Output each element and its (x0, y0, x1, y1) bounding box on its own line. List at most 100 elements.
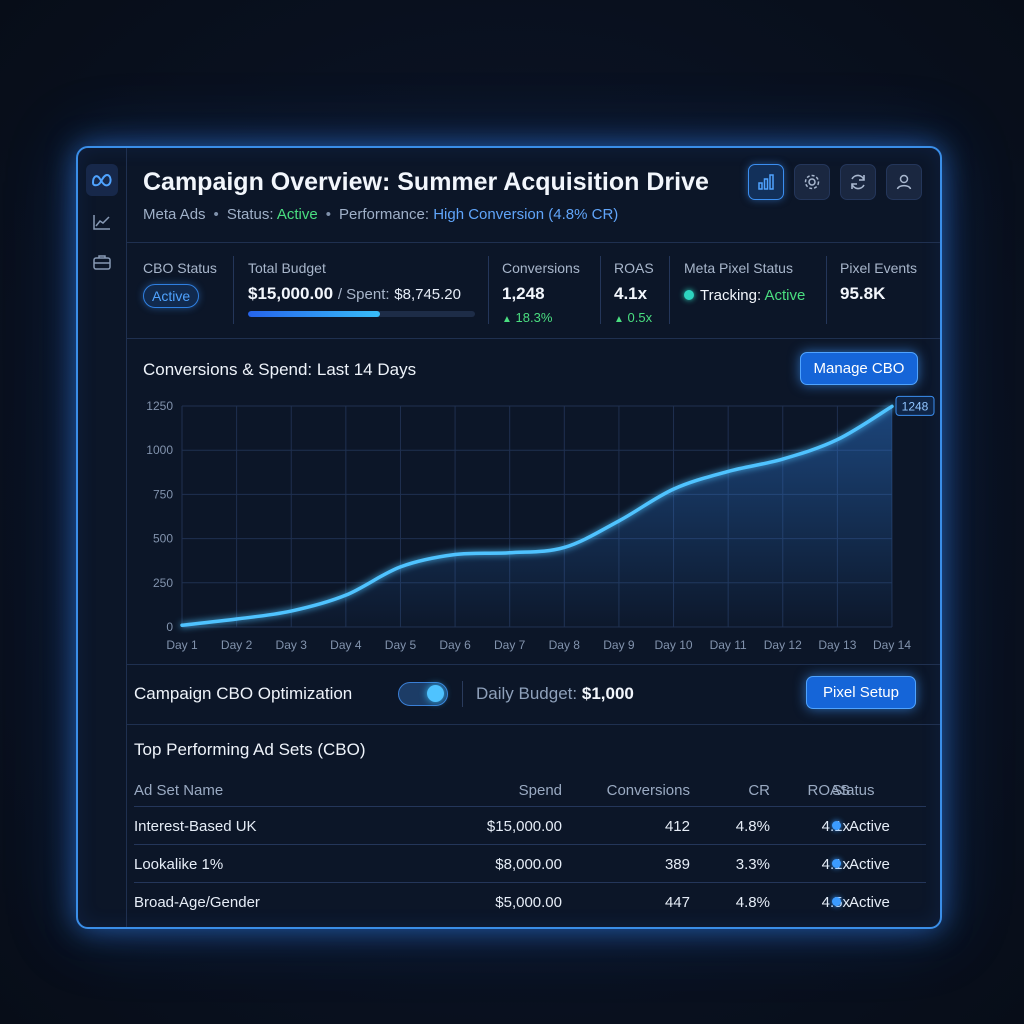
conversions-stat: Conversions 1,248 ▲ 18.3% (502, 242, 602, 338)
spent-value: $8,745.20 (394, 286, 461, 303)
total-budget-value: $15,000.00 / Spent: $8,745.20 (248, 284, 461, 304)
bar-chart-icon (758, 174, 774, 190)
divider (826, 256, 827, 324)
profile-button[interactable] (886, 164, 922, 200)
performance-label: Performance: (338, 206, 430, 223)
refresh-icon (851, 174, 865, 190)
table-cell-name[interactable]: Interest-Based UK (134, 818, 257, 835)
column-header-spend[interactable]: Spend (518, 782, 562, 799)
cbo-optimization-label: Campaign CBO Optimization (134, 684, 353, 703)
main-area: Campaign Overview: Summer Acquisition Dr… (126, 148, 940, 927)
budget-amount: $15,000.00 (248, 284, 334, 303)
y-tick-label: 750 (153, 487, 173, 501)
table-cell-conversions: 389 (664, 856, 690, 873)
user-icon (896, 174, 912, 190)
status-dot-icon (832, 821, 841, 830)
table-cell-cr: 3.3% (735, 856, 770, 873)
x-tick-label: Day 4 (330, 638, 362, 652)
y-tick-label: 1000 (146, 443, 173, 457)
status-text: Active (849, 856, 890, 873)
table-cell-name[interactable]: Broad-Age/Gender (134, 894, 260, 911)
total-budget-label: Total Budget (248, 260, 326, 276)
roas-label: ROAS (614, 260, 654, 276)
end-value-box (895, 395, 935, 416)
side-rail (78, 148, 127, 927)
up-arrow-icon: ▲ (614, 314, 624, 325)
cbo-status-badge: Active (143, 284, 200, 308)
divider (488, 256, 489, 324)
column-header-roas[interactable]: ROAS (807, 782, 850, 799)
y-tick-label: 250 (153, 576, 173, 590)
end-value-label: 1248 (895, 395, 935, 416)
table-cell-status: Active (832, 894, 890, 911)
budget-progress-fill (248, 311, 381, 317)
x-tick-label: Day 1 (166, 638, 198, 652)
column-header-cr[interactable]: CR (748, 782, 770, 799)
x-tick-label: Day 5 (385, 638, 417, 652)
x-tick-label: Day 3 (276, 638, 308, 652)
x-tick-label: Day 10 (655, 638, 693, 652)
briefcase-icon[interactable] (86, 246, 118, 278)
bar-chart-button[interactable] (748, 164, 784, 200)
stats-row: CBO Status Active Total Budget $15,000.0… (126, 242, 940, 339)
trend-chart-icon[interactable] (86, 206, 118, 238)
chart-section: Conversions & Spend: Last 14 Days Manage… (126, 338, 940, 665)
table-cell-conversions: 447 (664, 894, 690, 911)
cbo-status-label: CBO Status (143, 260, 217, 276)
pixel-setup-button[interactable]: Pixel Setup (806, 676, 916, 709)
row-divider (134, 882, 926, 883)
manage-cbo-button[interactable]: Manage CBO (800, 352, 918, 385)
pixel-status-label: Meta Pixel Status (684, 260, 793, 276)
gear-icon (804, 174, 820, 190)
total-budget-stat: Total Budget $15,000.00 / Spent: $8,745.… (248, 242, 486, 338)
refresh-button[interactable] (840, 164, 876, 200)
daily-budget-value: $1,000 (581, 684, 634, 703)
toggle-knob (427, 685, 444, 702)
x-tick-label: Day 11 (710, 638, 747, 652)
y-tick-label: 1250 (146, 399, 173, 413)
pixel-events-value: 95.8K (840, 284, 886, 303)
divider (669, 256, 670, 324)
x-tick-label: Day 9 (603, 638, 635, 652)
roas-delta: ▲ 0.5x (614, 310, 652, 325)
table-cell-spend: $8,000.00 (495, 856, 562, 873)
meta-logo-icon[interactable] (86, 164, 118, 196)
divider (233, 256, 234, 324)
table-cell-cr: 4.8% (735, 894, 770, 911)
pixel-events-label: Pixel Events (840, 260, 918, 276)
status-text: Active (849, 818, 890, 835)
x-tick-label: Day 12 (764, 638, 802, 652)
table-cell-status: Active (832, 818, 890, 835)
separator-dot: • (213, 206, 219, 223)
conversions-value: 1,248 (502, 284, 545, 303)
optimization-row: Campaign CBO Optimization Daily Budget: … (126, 664, 940, 725)
table-cell-cr: 4.8% (735, 818, 770, 835)
table-cell-spend: $15,000.00 (486, 818, 562, 835)
settings-button[interactable] (794, 164, 830, 200)
column-header-name[interactable]: Ad Set Name (134, 782, 224, 799)
daily-budget-label: Daily Budget: (476, 684, 578, 703)
conversions-delta: ▲ 18.3% (502, 310, 552, 325)
x-tick-label: Day 7 (494, 638, 526, 652)
y-tick-label: 500 (153, 532, 173, 546)
x-tick-label: Day 8 (549, 638, 581, 652)
pixel-status-stat: Meta Pixel Status Tracking: Active (684, 242, 824, 338)
status-dot-icon (832, 897, 841, 906)
pixel-events-stat: Pixel Events 95.8K (840, 242, 930, 338)
spent-label: / Spent: (337, 286, 390, 303)
x-tick-label: Day 14 (873, 638, 911, 652)
row-divider (134, 844, 926, 845)
chart-title: Conversions & Spend: Last 14 Days (143, 360, 417, 379)
cbo-optimization-toggle[interactable] (398, 682, 448, 706)
column-header-status[interactable]: Status (832, 782, 875, 799)
end-value-text: 1248 (902, 399, 929, 413)
area-fill (182, 406, 892, 627)
status-dot-icon (832, 859, 841, 868)
performance-value: High Conversion (4.8% CR) (433, 206, 619, 223)
budget-progress-bar (248, 311, 475, 317)
column-header-conversions[interactable]: Conversions (606, 782, 690, 799)
roas-value: 4.1x (614, 284, 648, 303)
divider (600, 256, 601, 324)
table-cell-name[interactable]: Lookalike 1% (134, 856, 224, 873)
ad-sets-table-section: Top Performing Ad Sets (CBO) Ad Set Name… (126, 724, 940, 927)
